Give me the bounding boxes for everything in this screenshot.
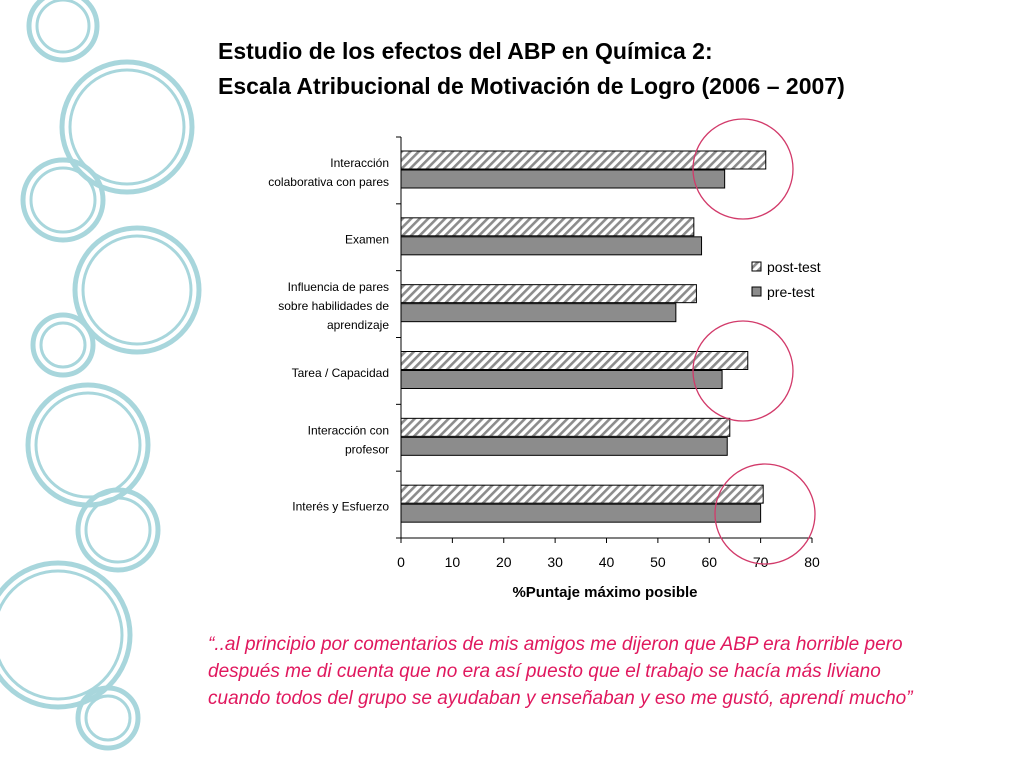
chart-highlight-circles bbox=[692, 118, 816, 565]
decorative-ring bbox=[68, 68, 186, 186]
slide-title-line-1: Estudio de los efectos del ABP en Químic… bbox=[218, 38, 713, 64]
highlight-circle bbox=[714, 463, 816, 565]
pre-test-bar bbox=[400, 236, 703, 256]
decorative-ring bbox=[0, 569, 124, 701]
pre-test-bar bbox=[400, 436, 728, 456]
post-test-bar bbox=[400, 284, 697, 304]
pre-test-bar bbox=[400, 370, 723, 389]
decorative-ring bbox=[35, 0, 91, 54]
decorative-ring bbox=[30, 312, 96, 378]
post-test-bar bbox=[400, 417, 731, 437]
x-tick-label: 10 bbox=[445, 554, 461, 570]
x-tick-label: 50 bbox=[650, 554, 666, 570]
bar-chart: 0 10 20 30 40 50 60 70 80 Interacción colaborativ… bbox=[268, 118, 821, 601]
category-label: Interacción bbox=[330, 156, 389, 170]
decorative-ring bbox=[75, 487, 161, 573]
post-test-bar bbox=[400, 217, 695, 237]
category-label: Influencia de pares bbox=[288, 280, 389, 294]
decorative-ring bbox=[75, 685, 141, 751]
decorative-ring bbox=[81, 234, 193, 346]
category-label: Tarea / Capacidad bbox=[292, 366, 389, 380]
decorative-ring bbox=[84, 694, 132, 742]
chart-legend: post-test pre-test bbox=[751, 259, 821, 300]
decorative-ring bbox=[29, 166, 97, 234]
category-label: aprendizaje bbox=[327, 318, 389, 332]
category-label: profesor bbox=[345, 442, 389, 456]
x-tick-label: 60 bbox=[701, 554, 717, 570]
decorative-ring bbox=[20, 157, 106, 243]
post-test-bar bbox=[400, 484, 764, 504]
decorative-ring bbox=[72, 225, 202, 355]
decorative-circles bbox=[0, 0, 202, 751]
legend-swatch bbox=[751, 286, 762, 297]
post-test-bar bbox=[400, 150, 767, 170]
chart-category-labels: Interacción colaborativa con pares Examen I… bbox=[268, 156, 389, 514]
slide-title-line-2: Escala Atribucional de Motivación de Log… bbox=[218, 73, 845, 99]
pre-test-bar bbox=[400, 503, 762, 523]
decorative-ring bbox=[39, 321, 87, 369]
pre-test-bar bbox=[400, 169, 726, 189]
legend-swatch bbox=[751, 261, 762, 272]
category-label: Interacción con bbox=[308, 423, 389, 437]
x-tick-label: 20 bbox=[496, 554, 512, 570]
x-tick-label: 30 bbox=[547, 554, 563, 570]
student-quote: “..al principio por comentarios de mis a… bbox=[208, 634, 913, 709]
decorative-ring bbox=[59, 59, 195, 195]
highlight-circle bbox=[692, 118, 794, 220]
x-tick-label: 0 bbox=[397, 554, 405, 570]
legend-label: post-test bbox=[767, 259, 821, 275]
decorative-ring bbox=[26, 0, 100, 63]
x-tick-label: 40 bbox=[599, 554, 615, 570]
chart-bars bbox=[400, 150, 767, 523]
legend-label: pre-test bbox=[767, 284, 815, 300]
decorative-ring bbox=[0, 560, 133, 710]
x-tick-label: 80 bbox=[804, 554, 820, 570]
category-label: Interés y Esfuerzo bbox=[292, 500, 389, 514]
category-label: Examen bbox=[345, 232, 389, 246]
chart-x-axis-label: %Puntaje máximo posible bbox=[512, 584, 697, 601]
pre-test-bar bbox=[400, 303, 677, 323]
chart-axes: 0 10 20 30 40 50 60 70 80 bbox=[396, 136, 820, 570]
decorative-ring bbox=[84, 496, 152, 564]
category-label: sobre habilidades de bbox=[278, 299, 389, 313]
decorative-ring bbox=[34, 391, 142, 499]
highlight-circle bbox=[692, 320, 794, 422]
x-tick-label: 70 bbox=[753, 554, 769, 570]
category-label: colaborativa con pares bbox=[268, 175, 389, 189]
